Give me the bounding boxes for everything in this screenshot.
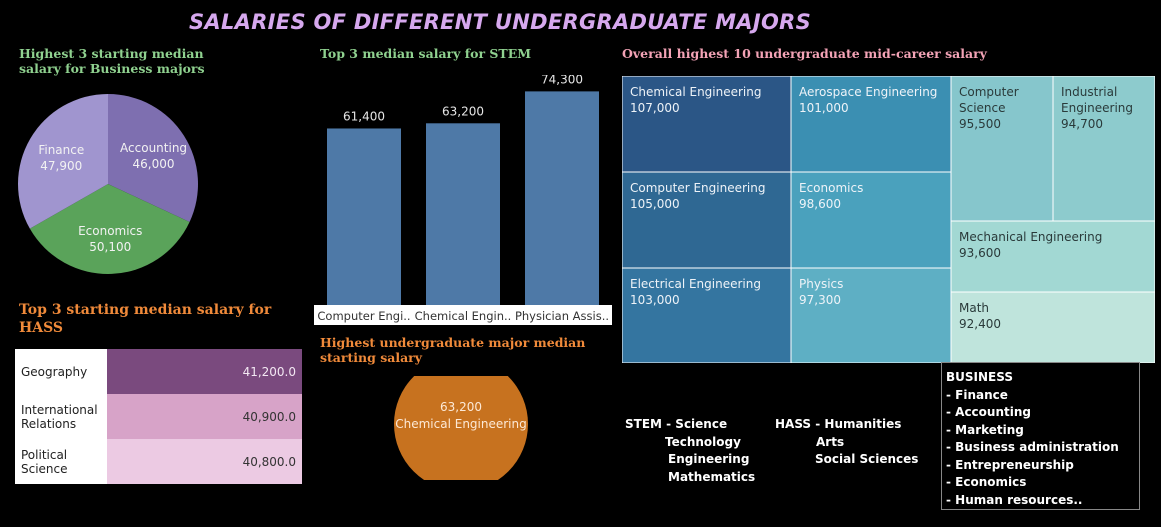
treemap-tile-value: 107,000 [630, 101, 680, 115]
hass-row-value: 41,200.0 [107, 349, 302, 394]
treemap-tile-label: Industrial [1061, 85, 1117, 99]
business-legend-item: - Economics [946, 475, 1027, 489]
treemap-tile-label: Science [959, 101, 1006, 115]
stem-bar [426, 123, 500, 305]
stem-bar-value: 61,400 [343, 109, 385, 123]
business-legend-item: - Business administration [946, 440, 1119, 454]
pie-slice-value: 47,900 [40, 159, 82, 173]
treemap-tile-label: Economics [799, 181, 863, 195]
stem-bar-value: 63,200 [442, 104, 484, 118]
treemap-tile-label: Chemical Engineering [630, 85, 762, 99]
business-pie-title: Highest 3 starting median salary for Bus… [19, 46, 205, 76]
stem-legend-item: Technology [665, 434, 741, 449]
pie-slice-economics [29, 184, 190, 275]
pie-slice-label: Economics [78, 224, 142, 238]
midcareer-treemap: Chemical Engineering 107,000 Computer Engi… [622, 76, 1155, 363]
hass-legend: HASS - Humanities Arts Social Sciences [775, 416, 925, 469]
pie-slice-label: Finance [38, 143, 84, 157]
treemap-tile-label: Aerospace Engineering [799, 85, 937, 99]
stem-bar [525, 91, 599, 305]
hass-row-value: 40,900.0 [107, 394, 302, 439]
treemap-tile [950, 291, 1155, 363]
treemap-tile-label: Computer Engineering [630, 181, 765, 195]
treemap-tile-label: Math [959, 301, 989, 315]
business-legend-item: - Marketing [946, 422, 1024, 437]
table-row: Political Science 40,800.0 [15, 439, 302, 484]
hass-table: Geography 41,200.0 International Relations… [15, 349, 302, 484]
pie-slice-value: 46,000 [133, 157, 175, 171]
stem-legend-item: Mathematics [668, 469, 756, 484]
hass-legend-item: Arts [816, 434, 845, 449]
stem-bar-category: Chemical Engin.. [415, 309, 512, 323]
stem-legend: STEM - Science Technology Engineering Ma… [625, 416, 775, 486]
stem-bar-category: Physician Assis.. [515, 309, 609, 323]
business-legend-item: - Entrepreneurship [946, 457, 1074, 472]
business-legend: BUSINESS - Finance - Accounting - Market… [941, 362, 1140, 510]
page-title: SALARIES OF DIFFERENT UNDERGRADUATE MAJO… [189, 10, 811, 34]
stem-bar-title: Top 3 median salary for STEM [320, 46, 532, 61]
treemap-tile-value: 94,700 [1061, 117, 1103, 131]
treemap-tile [950, 220, 1155, 293]
hass-legend-header: HASS - Humanities [775, 417, 902, 431]
hass-legend-item: Social Sciences [815, 452, 919, 466]
stem-bar-value: 74,300 [541, 75, 583, 86]
highest-major-label: Chemical Engineering [395, 417, 527, 431]
treemap-tile-label: Electrical Engineering [630, 277, 761, 291]
midcareer-treemap-title: Overall highest 10 undergraduate mid-car… [622, 46, 987, 61]
business-legend-item: - Human resources.. [946, 492, 1083, 507]
table-row: Geography 41,200.0 [15, 349, 302, 394]
business-pie-chart: Accounting 46,000 Economics 50,100 Finance 47… [18, 94, 199, 275]
treemap-tile-value: 98,600 [799, 197, 841, 211]
treemap-tile-value: 97,300 [799, 293, 841, 307]
stem-legend-item: Engineering [668, 452, 750, 466]
treemap-tile-label: Mechanical Engineering [959, 230, 1102, 244]
table-row: International Relations 40,900.0 [15, 394, 302, 439]
treemap-tile-value: 92,400 [959, 317, 1001, 331]
stem-bar-category: Computer Engi.. [317, 309, 410, 323]
treemap-tile-value: 95,500 [959, 117, 1001, 131]
hass-table-title: Top 3 starting median salary for HASS [19, 302, 272, 336]
highest-major-title: Highest undergraduate major median start… [320, 335, 586, 365]
pie-slice-label: Accounting [120, 141, 187, 155]
treemap-tile-label: Computer [959, 85, 1019, 99]
highest-major-value: 63,200 [440, 400, 482, 414]
hass-row-label: International Relations [15, 394, 107, 439]
hass-row-label: Geography [15, 349, 107, 394]
treemap-tile [790, 267, 952, 363]
stem-legend-header: STEM - Science [625, 417, 728, 431]
stem-bar [327, 128, 401, 305]
hass-row-value: 40,800.0 [107, 439, 302, 484]
treemap-tile [950, 76, 1054, 222]
hass-row-label: Political Science [15, 439, 107, 484]
highest-major-circle-mark [394, 376, 528, 480]
business-legend-item: - Accounting [946, 405, 1031, 419]
treemap-tile-value: 105,000 [630, 197, 680, 211]
treemap-tile-value: 103,000 [630, 293, 680, 307]
treemap-tile-label: Physics [799, 277, 843, 291]
treemap-tile-value: 93,600 [959, 246, 1001, 260]
treemap-tile-label: Engineering [1061, 101, 1133, 115]
stem-bar-chart: 61,400 Computer Engi.. 63,200 Chemical Engi… [314, 75, 612, 325]
treemap-tile-value: 101,000 [799, 101, 849, 115]
pie-slice-finance [18, 94, 108, 229]
highest-major-circle: 63,200 Chemical Engineering [394, 376, 528, 480]
business-legend-header: BUSINESS [946, 370, 1013, 384]
pie-slice-value: 50,100 [89, 240, 131, 254]
business-legend-item: - Finance [946, 387, 1008, 402]
pie-slice-accounting [108, 94, 199, 223]
